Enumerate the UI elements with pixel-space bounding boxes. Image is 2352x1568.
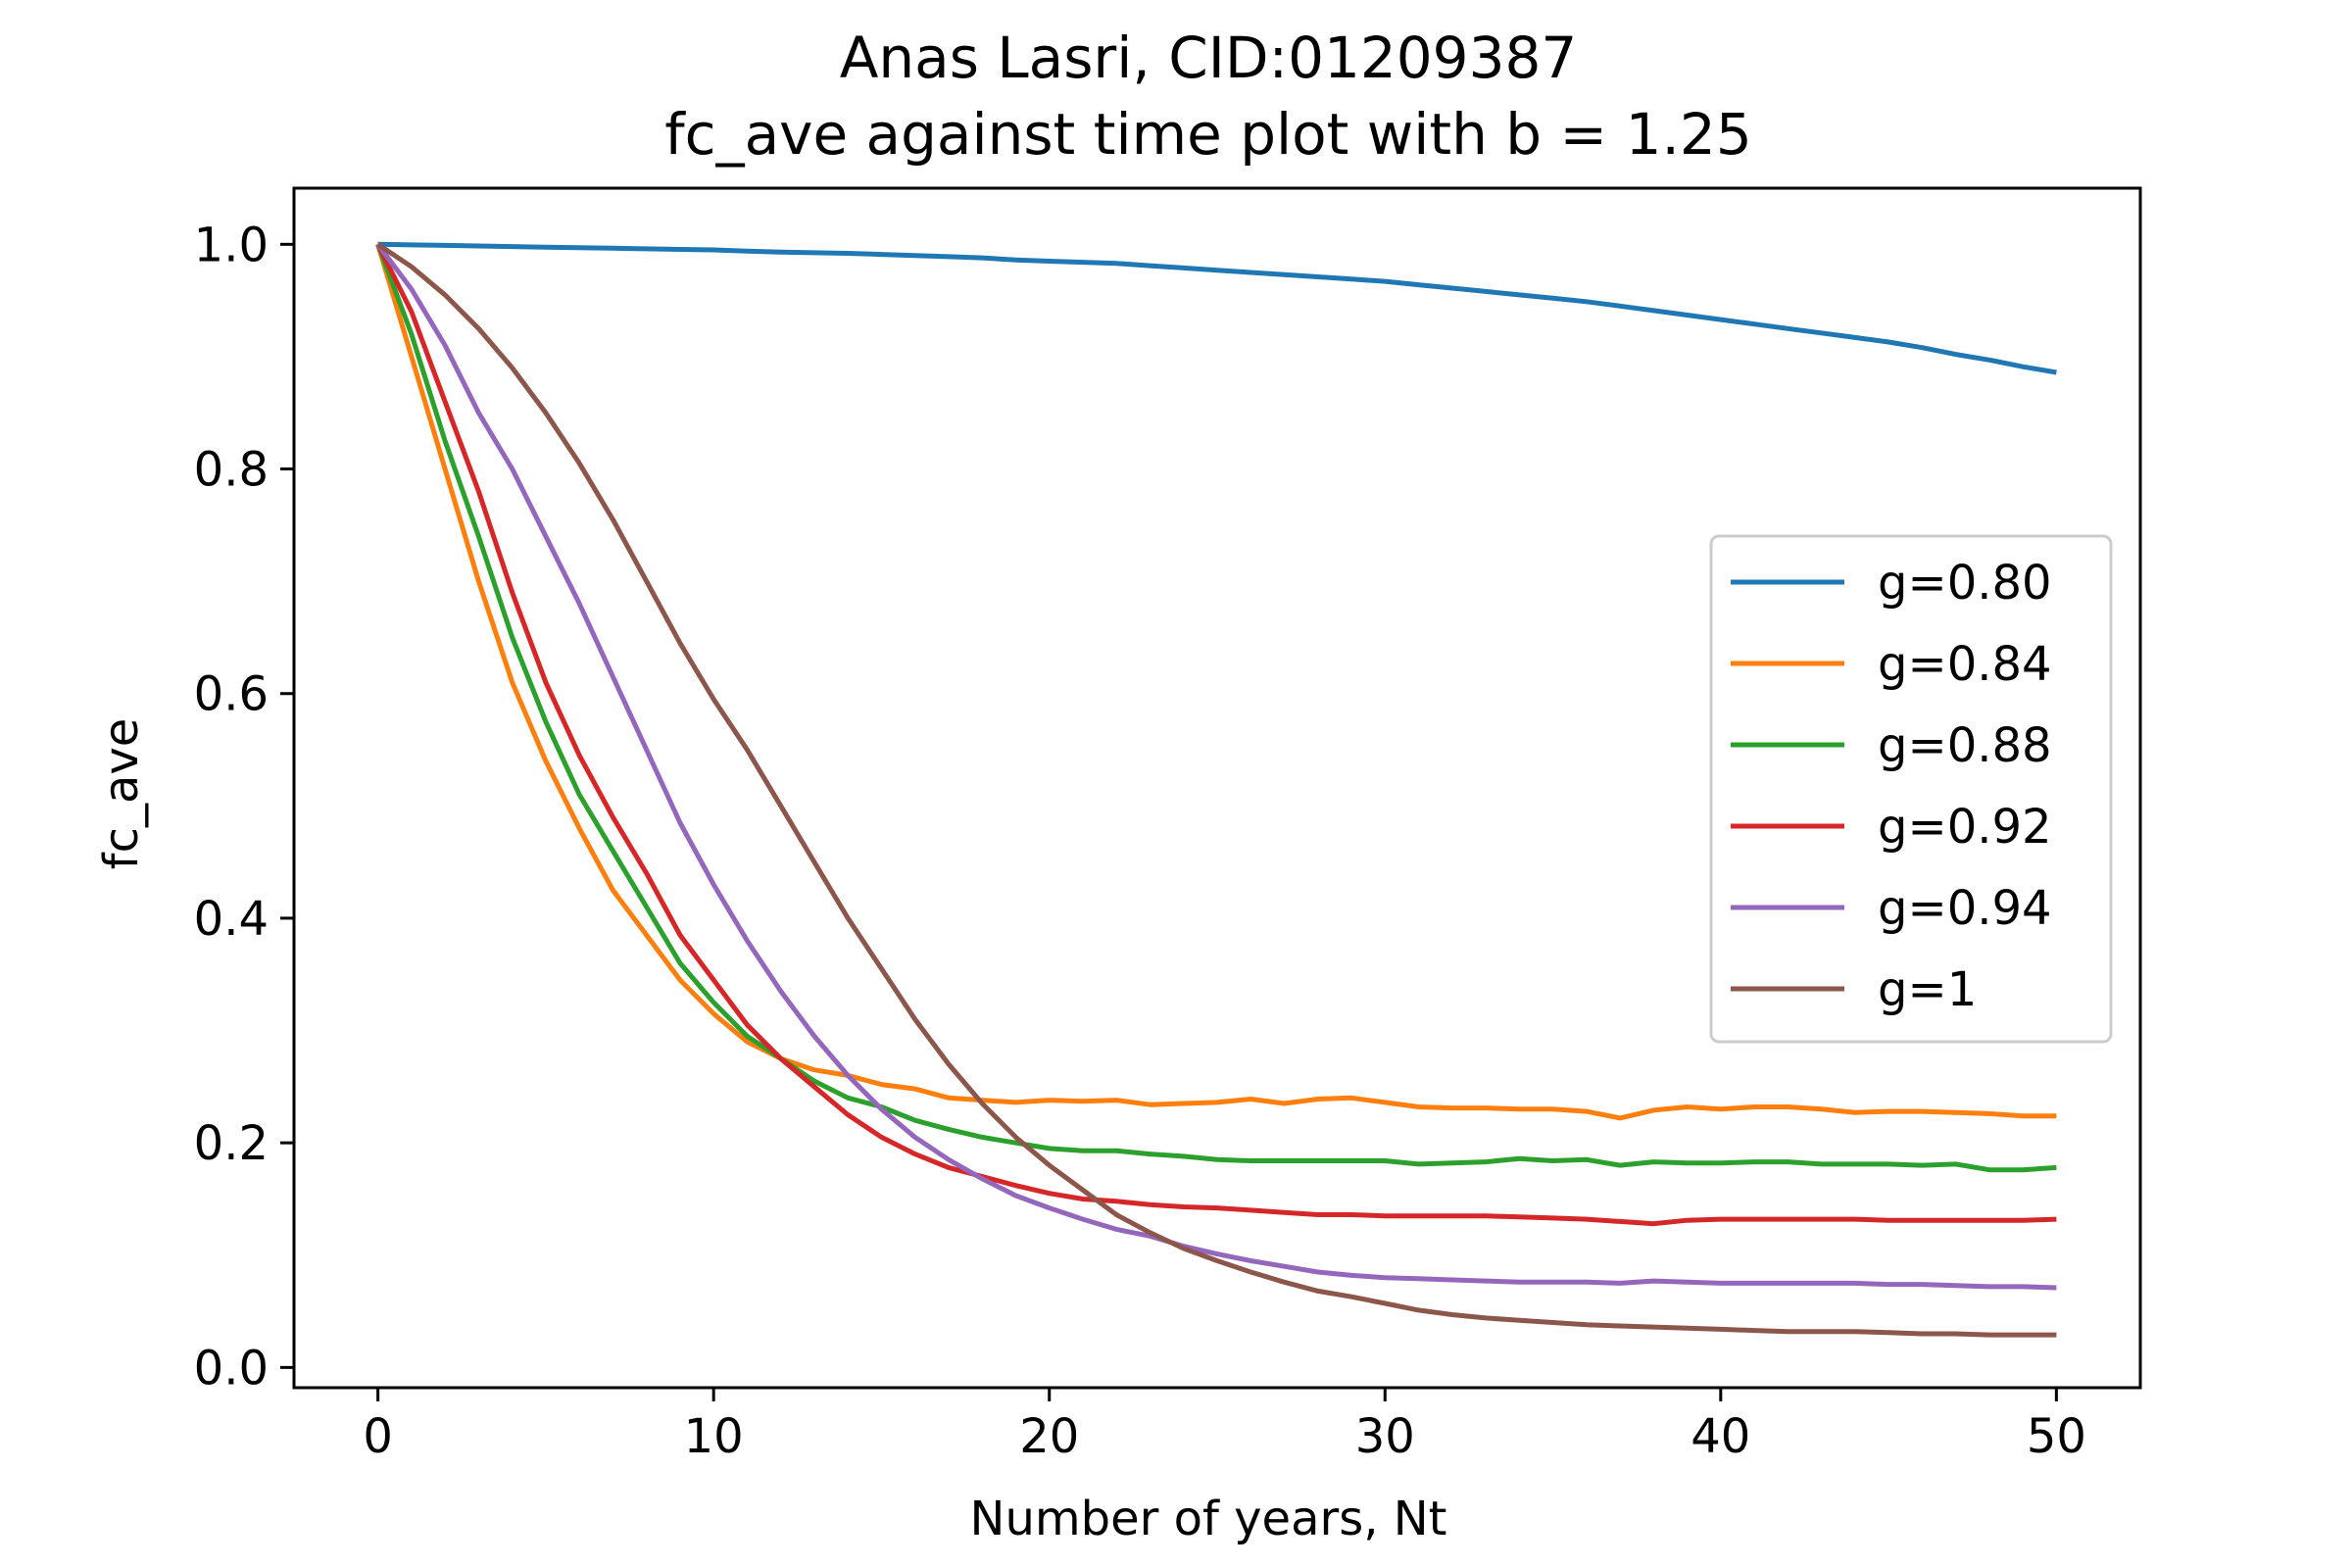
plot-area: 0 10 20 30 40 50 0.0 0.2 0.4 0.6 0.8 1.0 <box>194 186 2142 1464</box>
x-tick-label: 40 <box>1690 1409 1750 1464</box>
y-tick-label: 0.0 <box>194 1341 269 1396</box>
y-tick-label: 0.6 <box>194 667 269 722</box>
y-tick-label: 0.8 <box>194 443 269 498</box>
y-tick-label: 0.2 <box>194 1116 269 1171</box>
legend: g=0.80 g=0.84 g=0.88 g=0.92 g=0.94 g=1 <box>1709 534 2113 1044</box>
series-line-2 <box>375 243 2057 1173</box>
y-tick-label: 0.4 <box>194 892 269 947</box>
series-line-1 <box>375 243 2057 1121</box>
legend-label-5: g=1 <box>1878 962 1977 1017</box>
plot-frame <box>292 186 2142 1390</box>
x-tick-label: 10 <box>684 1409 744 1464</box>
legend-label-0: g=0.80 <box>1878 556 2052 611</box>
y-axis-label: fc_ave <box>94 718 149 870</box>
x-tick-label: 20 <box>1019 1409 1079 1464</box>
x-tick-label: 30 <box>1355 1409 1415 1464</box>
chart-title-line-1: Anas Lasri, CID:01209387 <box>840 24 1578 91</box>
x-axis-label: Number of years, Nt <box>970 1492 1447 1546</box>
legend-label-4: g=0.94 <box>1878 881 2052 936</box>
chart-title-line-2: fc_ave against time plot with b = 1.25 <box>664 101 1751 168</box>
series-line-0 <box>377 241 2057 375</box>
x-tick-label: 0 <box>363 1409 393 1464</box>
legend-label-1: g=0.84 <box>1878 637 2052 692</box>
series-line-4 <box>375 242 2057 1291</box>
series-line-5 <box>376 242 2057 1338</box>
legend-label-2: g=0.88 <box>1878 718 2052 773</box>
x-tick-label: 50 <box>2027 1409 2086 1464</box>
legend-label-3: g=0.92 <box>1878 800 2052 855</box>
y-tick-label: 1.0 <box>194 218 269 272</box>
series-line-3 <box>375 243 2057 1227</box>
